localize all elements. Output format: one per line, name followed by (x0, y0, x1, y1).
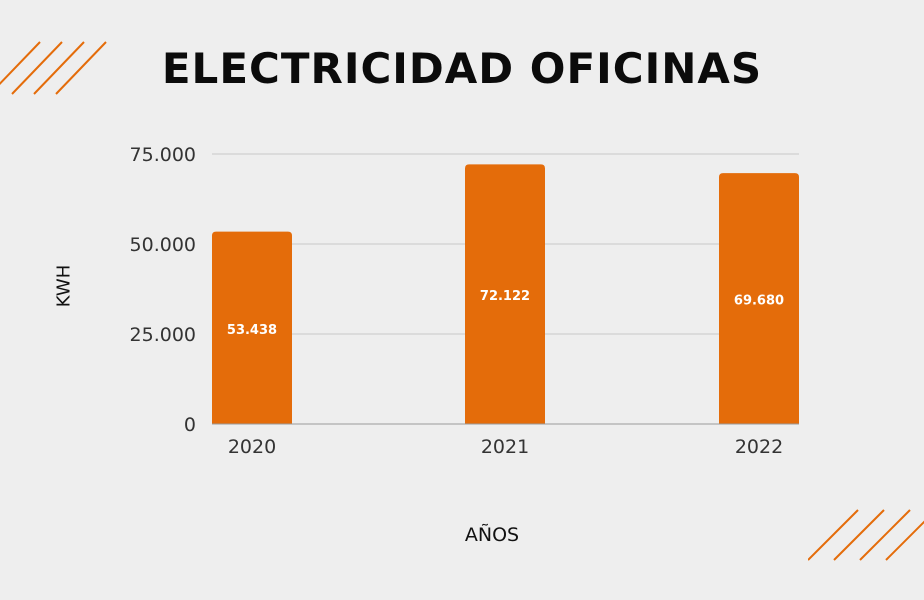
bar (212, 231, 292, 424)
bar (465, 164, 545, 425)
x-tick-label: 2020 (228, 436, 276, 458)
x-axis-label: AÑOS (464, 524, 520, 546)
y-axis-label: KWH (53, 264, 75, 308)
y-tick-label: 50.000 (130, 234, 196, 256)
y-tick-label: 25.000 (130, 324, 196, 346)
x-tick-label: 2022 (735, 436, 783, 458)
decorative-stripes-bottom-right (808, 509, 924, 561)
y-tick-label: 0 (184, 414, 196, 436)
bar-data-label: 72.122 (480, 289, 530, 304)
bar-data-label: 53.438 (227, 323, 277, 338)
bar (719, 173, 799, 424)
chart-title: ELECTRICIDAD OFICINAS (161, 44, 763, 93)
bar-data-label: 69.680 (734, 294, 784, 309)
x-tick-label: 2021 (481, 436, 529, 458)
decorative-stripes-top-left (0, 41, 107, 95)
y-tick-label: 75.000 (130, 144, 196, 166)
